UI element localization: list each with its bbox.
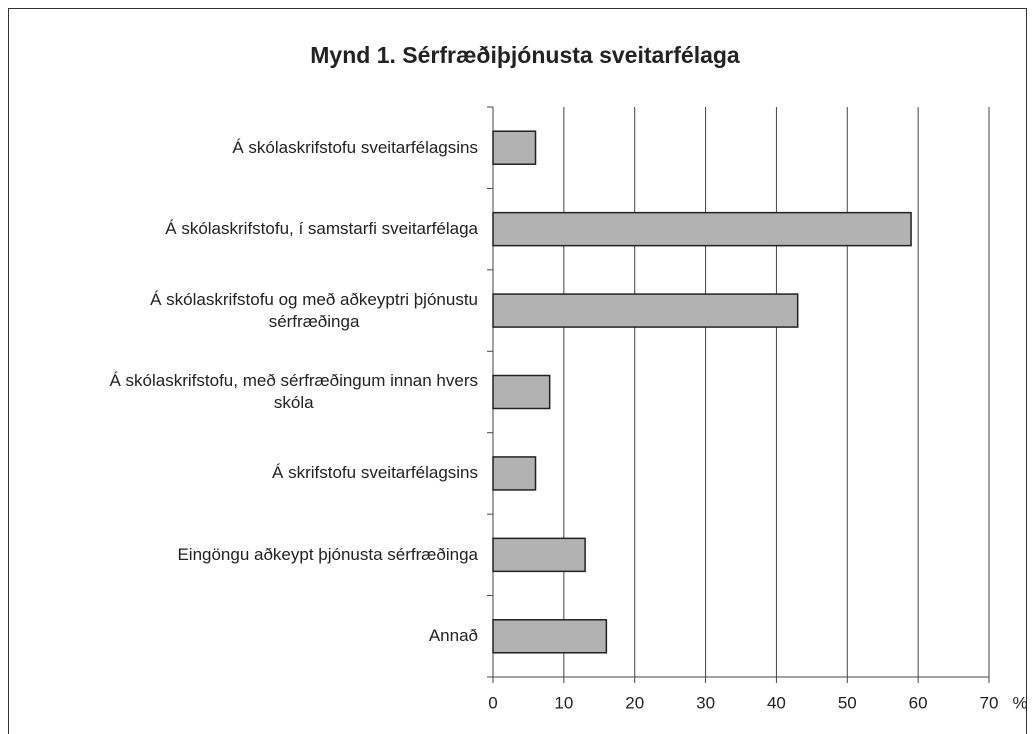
bar bbox=[492, 374, 551, 410]
x-axis-label: % bbox=[1012, 693, 1027, 712]
x-tick-label: 70 bbox=[980, 693, 999, 712]
bar bbox=[492, 537, 586, 573]
category-label-box: Á skólaskrifstofu og með aðkeyptri þjónu… bbox=[0, 289, 478, 333]
x-tick-label: 20 bbox=[625, 693, 644, 712]
y-tick-label: Eingöngu aðkeypt þjónusta sérfræðinga bbox=[177, 544, 478, 564]
category-label-box: Á skrifstofu sveitarfélagsins bbox=[0, 462, 478, 484]
y-tick-label: Á skólaskrifstofu og með aðkeyptri þjónu… bbox=[150, 289, 478, 331]
x-tick-label: 30 bbox=[696, 693, 715, 712]
x-tick-label: 50 bbox=[838, 693, 857, 712]
category-label-box: Á skólaskrifstofu, með sérfræðingum inna… bbox=[0, 370, 479, 414]
bar bbox=[492, 293, 799, 328]
chart-title: Mynd 1. Sérfræðiþjónusta sveitarfélaga bbox=[310, 42, 740, 68]
frame bbox=[8, 8, 1027, 734]
y-tick-label: Á skólaskrifstofu, í samstarfi sveitarfé… bbox=[165, 219, 478, 239]
x-tick-label: 60 bbox=[909, 693, 928, 712]
y-tick-label: Á skólaskrifstofu, með sérfræðingum inna… bbox=[109, 371, 479, 412]
category-label-box: Eingöngu aðkeypt þjónusta sérfræðinga bbox=[0, 544, 478, 566]
bar bbox=[492, 619, 608, 654]
bar bbox=[492, 130, 537, 165]
y-tick-label: Annað bbox=[428, 626, 478, 646]
y-tick-label: Á skrifstofu sveitarfélagsins bbox=[272, 463, 478, 483]
x-tick-label: 40 bbox=[767, 693, 786, 712]
category-label-box: Annað bbox=[0, 625, 478, 647]
x-tick-label: 0 bbox=[488, 693, 497, 712]
category-label-box: Á skólaskrifstofu, í samstarfi sveitarfé… bbox=[0, 218, 478, 240]
y-tick-label: Á skólaskrifstofu sveitarfélagsins bbox=[232, 137, 478, 157]
x-tick-label: 10 bbox=[554, 693, 573, 712]
bar bbox=[492, 211, 912, 247]
bar bbox=[492, 456, 537, 491]
category-label-box: Á skólaskrifstofu sveitarfélagsins bbox=[0, 137, 478, 159]
